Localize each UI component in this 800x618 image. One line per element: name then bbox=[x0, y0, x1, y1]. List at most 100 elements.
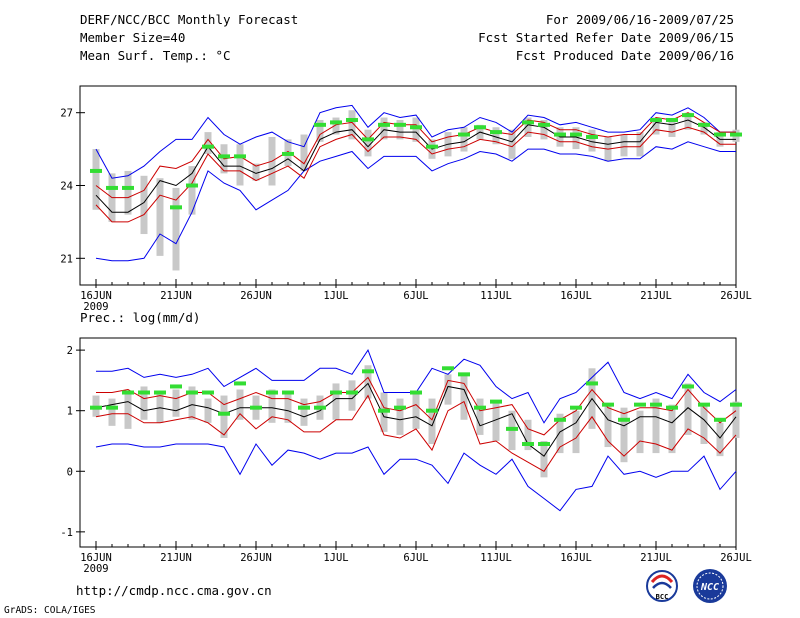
precip-spread-bar bbox=[668, 404, 676, 454]
chart-title-line1: DERF/NCC/BCC Monthly Forecast bbox=[80, 12, 299, 27]
temp-obs-marker bbox=[410, 125, 422, 130]
temp-obs-marker bbox=[202, 144, 214, 149]
precip-obs-marker bbox=[666, 405, 678, 410]
precip-obs-marker bbox=[602, 402, 614, 407]
temp-spread-bar bbox=[412, 117, 420, 142]
precip-spread-bar bbox=[204, 398, 212, 423]
temp-obs-marker bbox=[570, 132, 582, 137]
temp-spread-bar bbox=[396, 119, 404, 140]
temp-obs-marker bbox=[538, 122, 550, 127]
precip-obs-marker bbox=[106, 405, 118, 410]
precip-x-tick-label: 16JUN bbox=[80, 552, 112, 564]
temp-x-tick-label: 26JUN bbox=[240, 290, 272, 302]
precip-obs-marker bbox=[410, 390, 422, 395]
precip-year-label: 2009 bbox=[83, 563, 108, 575]
precip-obs-marker bbox=[522, 442, 534, 447]
precip-spread-bar bbox=[492, 401, 500, 441]
precip-spread-bar bbox=[284, 392, 292, 423]
precip-spread-bar bbox=[108, 398, 116, 426]
temp-obs-marker bbox=[346, 117, 358, 122]
temp-spread-bar bbox=[684, 112, 692, 130]
temp-spread-bar bbox=[172, 187, 180, 271]
precip-chart-title: Prec.: log(mm/d) bbox=[80, 310, 201, 325]
precip-spread-bar bbox=[652, 398, 660, 454]
temp-y-tick-label: 24 bbox=[60, 181, 73, 193]
precip-obs-marker bbox=[314, 405, 326, 410]
temp-spread-bar bbox=[492, 127, 500, 145]
temp-spread-bar bbox=[140, 175, 148, 235]
temp-spread-bar bbox=[124, 170, 132, 215]
precip-obs-marker bbox=[730, 402, 742, 407]
temp-plot: 21 24 27 16JUN 21JUN 26JUN 1JUL 6JUL 11JUL 16JUL 2… bbox=[60, 85, 752, 313]
precip-x-tick-label: 26JUN bbox=[240, 552, 272, 564]
temp-ensemble-max-line bbox=[95, 104, 736, 179]
precip-spread-bar bbox=[364, 365, 372, 399]
temp-spread-bar bbox=[572, 127, 580, 150]
member-size-label: Member Size=40 bbox=[80, 30, 186, 45]
precip-spread-bar bbox=[428, 398, 436, 445]
precip-obs-marker bbox=[474, 405, 486, 410]
temp-x-tick-label: 16JUL bbox=[560, 290, 592, 302]
ncc-logo-label: NCC bbox=[700, 582, 719, 593]
temp-obs-marker bbox=[426, 144, 438, 149]
precip-obs-marker bbox=[650, 402, 662, 407]
temp-obs-marker bbox=[650, 117, 662, 122]
precip-obs-marker bbox=[346, 390, 358, 395]
temp-x-tick-label: 16JUN bbox=[80, 290, 112, 302]
ncc-logo-icon: NCC bbox=[693, 569, 727, 603]
precip-spread-bar bbox=[732, 401, 740, 438]
precip-spread-bar bbox=[604, 404, 612, 448]
temp-obs-marker bbox=[234, 154, 246, 159]
temp-obs-marker bbox=[378, 122, 390, 127]
bcc-logo-icon: BCC bbox=[646, 570, 678, 602]
temp-spread-bar bbox=[524, 117, 532, 137]
precip-spread-bar bbox=[268, 389, 276, 423]
precip-obs-marker bbox=[394, 405, 406, 410]
precip-spread-bar bbox=[124, 392, 132, 429]
temp-ensemble-mean-line bbox=[95, 119, 736, 213]
temp-spread-bar bbox=[332, 117, 340, 135]
precip-ensemble-min-line bbox=[95, 443, 737, 512]
temp-obs-marker bbox=[666, 117, 678, 122]
temp-obs-marker bbox=[458, 132, 470, 137]
temp-spread-bar bbox=[316, 119, 324, 142]
precip-x-tick-label: 26JUL bbox=[720, 552, 752, 564]
precip-spread-bar bbox=[524, 419, 532, 451]
precip-spread-bar bbox=[236, 389, 244, 420]
precip-obs-marker bbox=[682, 384, 694, 389]
precip-obs-marker bbox=[362, 369, 374, 374]
precip-x-tick-label: 1JUL bbox=[323, 552, 348, 564]
temp-spread-bar bbox=[236, 144, 244, 186]
precip-obs-marker bbox=[634, 402, 646, 407]
temp-spread-bar bbox=[156, 178, 164, 256]
precip-spread-bar bbox=[620, 407, 628, 463]
precip-spread-bar bbox=[460, 374, 468, 420]
precip-spread-bar bbox=[332, 383, 340, 420]
precip-x-tick-label: 21JUN bbox=[160, 552, 192, 564]
precip-spread-bar bbox=[412, 392, 420, 429]
precip-obs-marker bbox=[490, 399, 502, 404]
temp-obs-marker bbox=[474, 125, 486, 130]
precip-spread-bar bbox=[348, 380, 356, 411]
precip-y-tick-label: 2 bbox=[67, 345, 73, 357]
temp-spread-bar bbox=[348, 110, 356, 140]
temp-obs-marker bbox=[394, 122, 406, 127]
temp-x-tick-label: 11JUL bbox=[480, 290, 512, 302]
precip-x-tick-label: 16JUL bbox=[560, 552, 592, 564]
precip-obs-marker bbox=[170, 384, 182, 389]
precip-spread-bar bbox=[636, 410, 644, 454]
temp-obs-marker bbox=[490, 130, 502, 135]
grads-credit: GrADS: COLA/IGES bbox=[4, 605, 96, 616]
temp-spread-bar bbox=[636, 132, 644, 157]
precip-obs-marker bbox=[266, 390, 278, 395]
temp-spread-bar bbox=[460, 127, 468, 152]
temp-obs-marker bbox=[282, 151, 294, 156]
temp-spread-bar bbox=[252, 163, 260, 181]
temp-x-tick-label: 6JUL bbox=[403, 290, 428, 302]
precip-spread-bar bbox=[556, 413, 564, 454]
website-url-link[interactable]: http://cmdp.ncc.cma.gov.cn bbox=[76, 583, 272, 598]
temp-lower-spread-line bbox=[95, 126, 736, 223]
temp-obs-marker bbox=[314, 122, 326, 127]
temp-obs-marker bbox=[106, 185, 118, 190]
precip-obs-marker bbox=[458, 372, 470, 377]
